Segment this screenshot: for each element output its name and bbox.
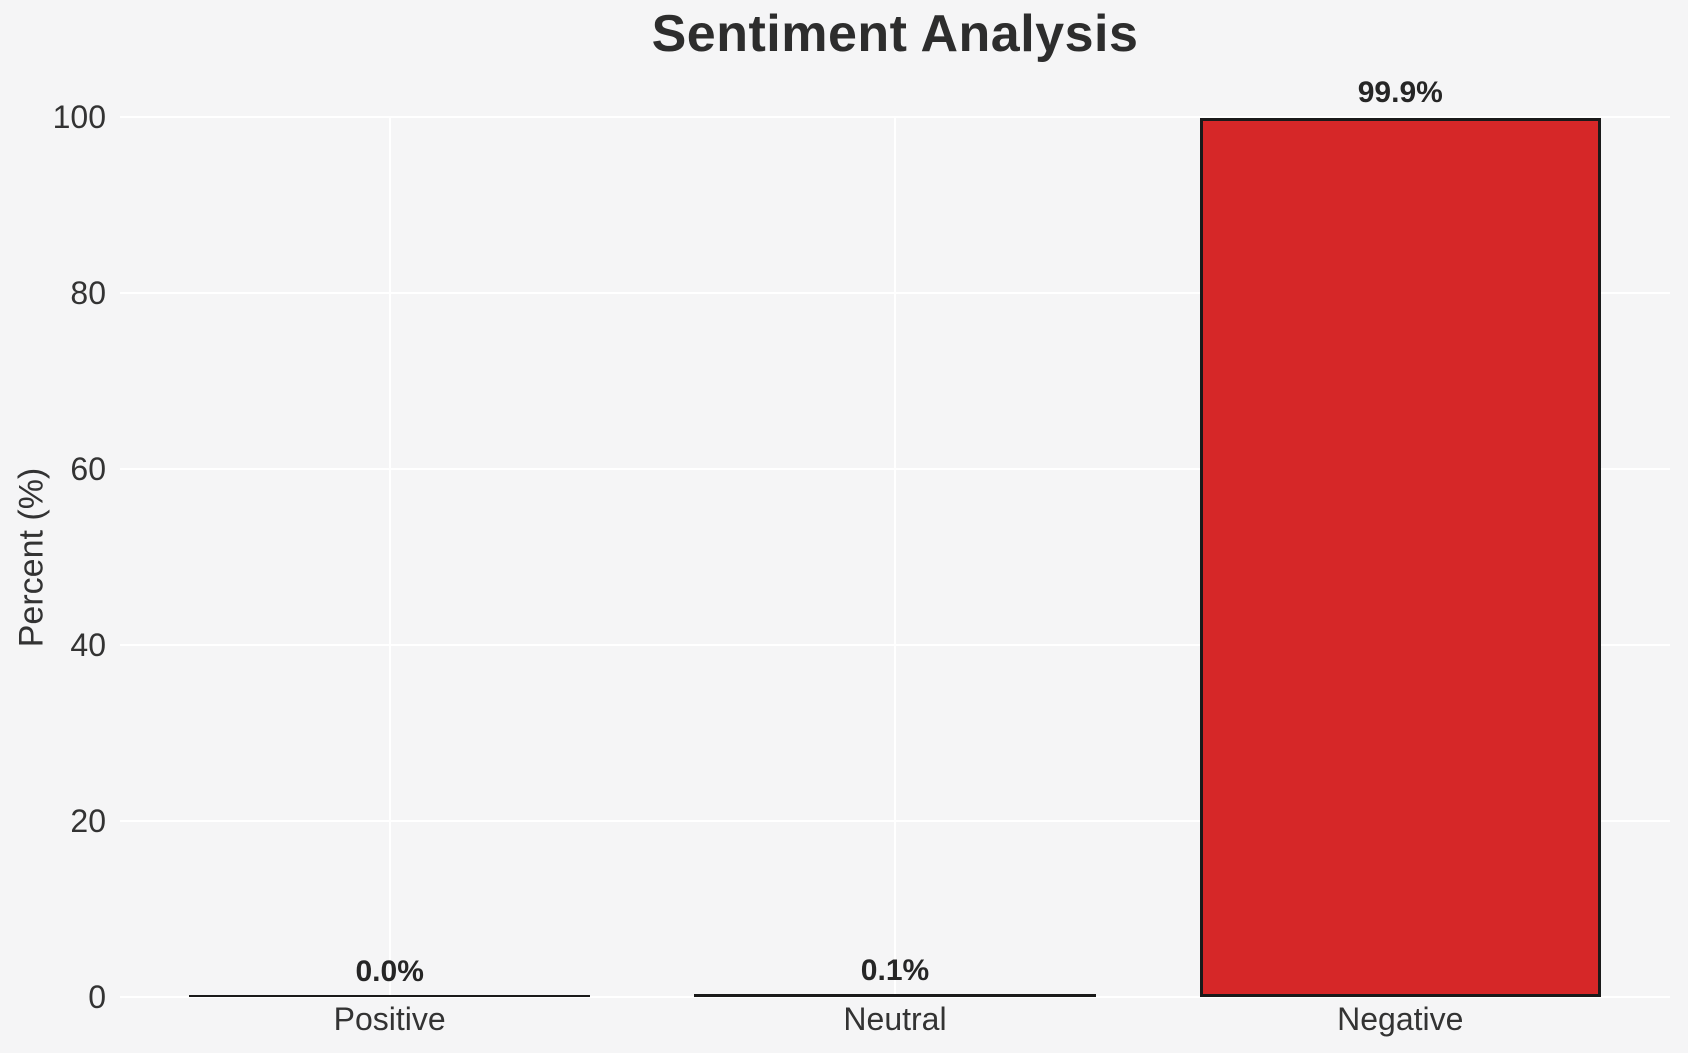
y-tick-label-40: 40 — [70, 627, 106, 663]
h-gridline-0 — [120, 996, 1670, 998]
x-axis-tick-labels: Positive Neutral Negative — [120, 997, 1670, 1053]
bar-negative — [1199, 118, 1601, 997]
chart-title: Sentiment Analysis — [651, 5, 1139, 63]
y-tick-label-100: 100 — [52, 99, 106, 135]
v-gridline-positive — [388, 117, 391, 997]
y-tick-label-20: 20 — [70, 803, 106, 839]
bar-neutral — [694, 994, 1096, 997]
x-tick-label-positive: Positive — [333, 1001, 446, 1037]
y-tick-label-0: 0 — [88, 979, 106, 1015]
v-gridline-neutral — [894, 117, 896, 997]
bar-value-label-neutral: 0.1% — [860, 954, 930, 988]
y-tick-label-60: 60 — [70, 451, 106, 487]
bar-value-label-negative: 99.9% — [1357, 75, 1443, 109]
y-axis-tick-labels: 0 20 40 60 80 100 — [0, 101, 106, 1013]
bar-value-label-positive: 0.0% — [355, 955, 424, 988]
bar-positive — [188, 994, 591, 997]
y-tick-label-80: 80 — [70, 275, 106, 311]
x-tick-label-neutral: Neutral — [843, 1001, 947, 1037]
plot-area: 0.0% 0.1% 99.9% — [120, 76, 1670, 998]
x-tick-label-negative: Negative — [1337, 1001, 1464, 1037]
